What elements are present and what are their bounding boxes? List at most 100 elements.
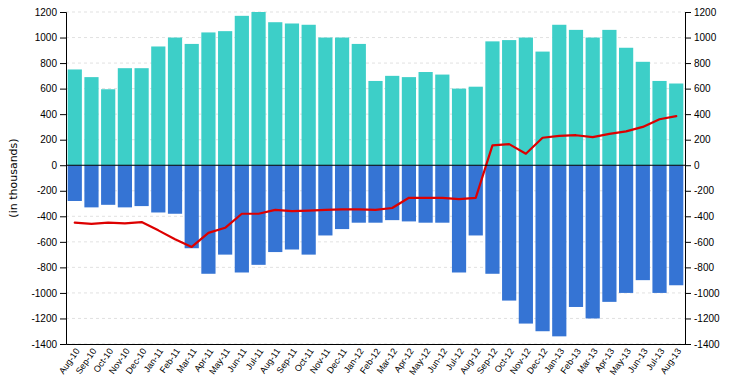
tick: -1400	[31, 339, 66, 350]
tick: -1200	[31, 313, 66, 324]
tick: 1200	[685, 7, 717, 18]
bar	[452, 165, 466, 272]
bar	[586, 38, 600, 166]
tick: -1400	[685, 339, 720, 350]
tick-mark	[685, 165, 691, 166]
tick-label: Jun-11	[225, 346, 249, 374]
grid-line	[66, 165, 685, 166]
tick: -200	[37, 185, 66, 196]
tick-mark	[685, 89, 691, 90]
bar	[352, 165, 366, 222]
tick-mark	[685, 216, 691, 217]
tick-mark	[685, 38, 691, 39]
tick-mark	[60, 242, 66, 243]
tick-label: 400	[40, 109, 57, 120]
bar	[84, 165, 98, 207]
tick: -400	[685, 211, 714, 222]
tick: -1200	[685, 313, 720, 324]
bar	[552, 165, 566, 336]
bar	[535, 165, 549, 331]
tick-label: -200	[37, 185, 57, 196]
bar	[602, 165, 616, 302]
tick-label: -1400	[31, 339, 57, 350]
bar	[652, 81, 666, 165]
bar	[519, 38, 533, 166]
tick-label: -1000	[694, 288, 720, 299]
bar	[201, 32, 215, 165]
tick: 400	[685, 109, 711, 120]
y2-axis: -1400 -1200 -1000 -800 -600 -400 -200 0 200 400 60…	[685, 7, 720, 350]
tick: 800	[40, 58, 66, 69]
tick-label: 600	[40, 83, 57, 94]
bar	[619, 48, 633, 165]
tick-label: Aug-13	[658, 346, 683, 376]
bar	[168, 165, 182, 214]
tick-mark	[60, 140, 66, 141]
tick-label: 1000	[35, 32, 58, 43]
tick-label: -1000	[31, 288, 57, 299]
line	[75, 116, 676, 247]
bar	[519, 165, 533, 323]
bar	[134, 165, 148, 206]
tick-label: -800	[37, 262, 57, 273]
tick: 200	[40, 134, 66, 145]
tick: 0	[685, 160, 700, 171]
tick-mark	[685, 191, 691, 192]
bar	[268, 165, 282, 252]
bar	[185, 44, 199, 165]
bar	[636, 62, 650, 165]
bar	[168, 38, 182, 166]
axis-line	[686, 13, 692, 345]
grid-line	[66, 344, 685, 345]
tick: 600	[685, 83, 711, 94]
tick: -600	[685, 237, 714, 248]
bar	[335, 165, 349, 229]
tick-mark	[60, 293, 66, 294]
tick-label: 800	[694, 58, 711, 69]
tick-mark	[60, 114, 66, 115]
bar	[402, 165, 416, 221]
tick: 1000	[35, 32, 66, 43]
tick: Jun-13	[626, 344, 650, 375]
tick-label: 600	[694, 83, 711, 94]
bar	[68, 69, 82, 165]
bar	[218, 165, 232, 254]
tick-label: -600	[694, 237, 714, 248]
tick: 200	[685, 134, 711, 145]
tick-mark	[60, 191, 66, 192]
tick-label: -1200	[694, 313, 720, 324]
tick: Aug-13	[658, 344, 683, 376]
tick-mark	[60, 89, 66, 90]
tick-mark	[60, 216, 66, 217]
bar	[285, 165, 299, 249]
bar	[469, 165, 483, 235]
tick: -800	[685, 262, 714, 273]
bar	[352, 44, 366, 165]
tick: 400	[40, 109, 66, 120]
bar	[452, 89, 466, 166]
bar	[318, 165, 332, 235]
x-axis: Aug-10Sep-10Oct-10Nov-10Dec-10Jan-11Feb-…	[57, 344, 686, 377]
tick-mark	[685, 12, 691, 13]
bar	[201, 165, 215, 274]
tick-mark	[60, 318, 66, 319]
bar	[151, 46, 165, 165]
tick-label: 0	[694, 160, 700, 171]
tick-mark	[60, 165, 66, 166]
axis-line	[60, 13, 67, 345]
tick-label: 200	[694, 134, 711, 145]
tick-label: Jun-12	[425, 346, 449, 374]
tick-label: -200	[694, 185, 714, 196]
bar	[586, 165, 600, 318]
plot-area: -1400 -1200 -1000 -800 -600 -400 -200 0 200 400 60…	[31, 7, 720, 377]
bar-series	[68, 12, 684, 165]
tick-mark	[60, 344, 66, 345]
tick: 0	[51, 160, 66, 171]
y-axis: -1400-1200-1000-800-600-400-200020040060…	[31, 7, 66, 350]
bar	[185, 165, 199, 248]
tick-mark	[685, 242, 691, 243]
tick-label: -400	[37, 211, 57, 222]
tick-mark	[60, 267, 66, 268]
tick: -800	[37, 262, 66, 273]
bar	[251, 165, 265, 265]
